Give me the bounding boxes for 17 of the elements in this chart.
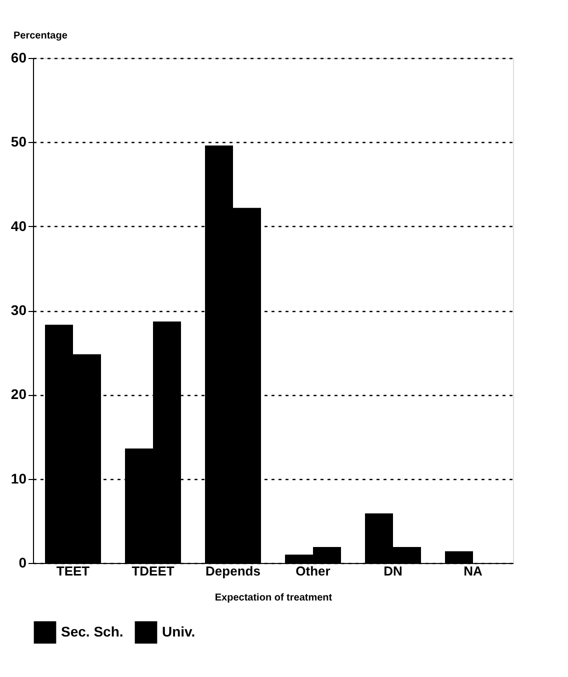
y-axis-title: Percentage <box>14 30 68 42</box>
y-tick-label: 60 <box>10 50 27 66</box>
y-tick-label: 10 <box>10 470 27 486</box>
legend-label: Sec. Sch. <box>61 623 124 640</box>
x-tick-label: Depends <box>206 564 260 578</box>
y-tick-label: 30 <box>10 302 27 318</box>
legend-label: Univ. <box>162 623 196 640</box>
x-tick-label: TEET <box>56 564 90 578</box>
x-tick-label: NA <box>464 564 483 578</box>
x-tick-label: TDEET <box>132 564 174 578</box>
y-tick-label: 20 <box>10 386 27 402</box>
x-tick-label: DN <box>384 564 402 578</box>
x-axis-title: Expectation of treatment <box>214 592 333 604</box>
y-tick-label: 50 <box>10 134 27 150</box>
y-tick-label: 40 <box>10 218 27 234</box>
x-tick-label: Other <box>296 564 330 578</box>
y-tick-label: 0 <box>18 554 27 570</box>
